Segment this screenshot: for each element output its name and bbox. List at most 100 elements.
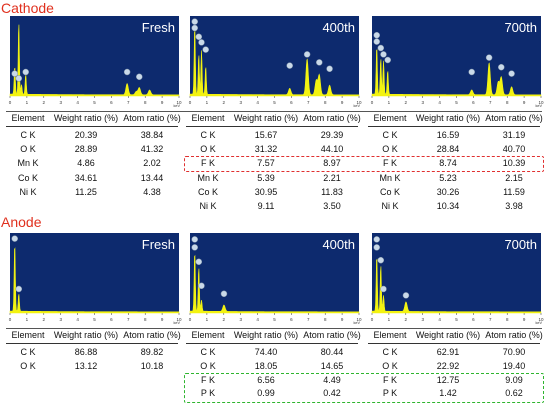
peak-marker — [123, 68, 131, 76]
table-cell-element: O K — [20, 360, 36, 371]
table-rule — [186, 126, 358, 127]
spectrum-label: Fresh — [142, 237, 175, 252]
peak-marker — [220, 290, 228, 298]
table-column-header: Element — [11, 113, 45, 123]
table-cell-value: 2.02 — [143, 158, 161, 169]
peak-marker — [373, 244, 380, 251]
table-cell-value: 18.05 — [254, 360, 278, 371]
table-cell-value: 16.59 — [436, 130, 460, 140]
x-tick-label: 3 — [239, 100, 242, 105]
x-tick-label: 7 — [127, 100, 130, 105]
x-tick-label: 4 — [438, 317, 441, 322]
peak-marker — [191, 24, 198, 32]
table-cell-value: 74.40 — [254, 347, 278, 357]
section-rule — [6, 111, 542, 112]
table-cell-element: Co K — [379, 186, 401, 197]
table-cell-value: 28.89 — [74, 144, 98, 155]
table-cell-element: Ni K — [381, 201, 399, 211]
x-unit-label: keV — [173, 104, 180, 108]
plot-area — [10, 16, 179, 96]
x-tick-label: 1 — [26, 317, 29, 322]
x-tick-label: 1 — [388, 100, 391, 105]
table-cell-element: Mn K — [17, 158, 39, 169]
table-cell-value: 11.83 — [321, 186, 343, 197]
spectrum-label: 400th — [322, 20, 355, 35]
table-rule — [6, 126, 178, 127]
table-cell-element: Co K — [197, 186, 219, 197]
table-cell-value: 4.49 — [323, 374, 341, 385]
x-tick-label: 0 — [9, 317, 12, 322]
x-tick-label: 7 — [489, 100, 492, 105]
spectrum-line — [9, 24, 180, 97]
x-tick-label: 5 — [273, 317, 276, 322]
plot-area — [10, 233, 179, 313]
spectrum-panel: 400th 0 1 2 3 4 5 6 7 8 9 10 keV — [186, 232, 362, 326]
x-tick-label: 5 — [273, 100, 276, 105]
table-cell-value: 3.98 — [505, 201, 523, 211]
table-cell-value: 7.57 — [257, 158, 275, 169]
plot-area — [190, 16, 359, 96]
x-tick-label: 7 — [307, 317, 310, 322]
spectrum-label: Fresh — [142, 20, 175, 35]
spectrum-line — [9, 247, 180, 314]
peak-marker — [198, 39, 205, 46]
x-tick-label: 10 — [538, 317, 544, 322]
table-cell-element: O K — [382, 360, 398, 371]
x-tick-label: 9 — [523, 100, 526, 105]
x-tick-label: 3 — [59, 317, 62, 322]
table-column-header: Weight ratio (%) — [53, 113, 119, 123]
x-tick-label: 0 — [189, 100, 192, 105]
table-cell-value: 5.23 — [439, 172, 457, 183]
table-cell-value: 31.32 — [254, 144, 278, 155]
x-tick-label: 5 — [455, 100, 458, 105]
table-cell-value: 15.67 — [254, 130, 278, 140]
peak-marker — [303, 51, 311, 58]
table-cell-value: 3.50 — [323, 201, 341, 211]
x-tick-label: 3 — [239, 317, 242, 322]
x-tick-label: 1 — [26, 100, 29, 105]
table-column-header: Atom ratio (%) — [123, 330, 181, 340]
table-cell-element: F K — [200, 158, 216, 169]
table-cell-value: 10.18 — [140, 360, 164, 371]
x-tick-label: 0 — [9, 100, 12, 105]
x-tick-label: 2 — [43, 317, 46, 322]
table-cell-element: F K — [382, 374, 398, 385]
x-tick-label: 10 — [356, 100, 362, 105]
peak-marker — [377, 44, 385, 52]
table-rule — [6, 343, 178, 344]
x-tick-label: 4 — [256, 100, 259, 105]
table-cell-element: C K — [200, 347, 216, 357]
spectrum-label: 700th — [504, 20, 537, 35]
x-tick-label: 6 — [472, 317, 475, 322]
x-tick-label: 2 — [223, 317, 226, 322]
table-cell-value: 6.56 — [257, 374, 275, 385]
peak-marker — [384, 56, 391, 64]
x-tick-label: 9 — [341, 317, 344, 322]
peak-marker — [191, 18, 198, 25]
peak-marker — [15, 285, 23, 293]
x-tick-label: 9 — [341, 100, 344, 105]
table-cell-value: 31.19 — [502, 130, 526, 140]
table-cell-value: 11.59 — [503, 186, 525, 197]
table-column-header: Atom ratio (%) — [485, 330, 543, 340]
table-cell-element: F K — [382, 158, 398, 169]
table-cell-element: O K — [200, 144, 216, 155]
x-tick-label: 9 — [161, 100, 164, 105]
peak-marker — [373, 236, 380, 243]
table-cell-element: Co K — [17, 172, 39, 183]
peak-marker — [316, 59, 323, 66]
x-tick-label: 6 — [290, 100, 293, 105]
table-column-header: Weight ratio (%) — [415, 330, 481, 340]
table-cell-element: Ni K — [199, 201, 217, 211]
x-tick-label: 2 — [43, 100, 46, 105]
x-tick-label: 5 — [93, 100, 96, 105]
table-cell-value: 29.39 — [320, 130, 344, 140]
x-tick-label: 10 — [176, 100, 182, 105]
table-column-header: Atom ratio (%) — [303, 113, 361, 123]
x-tick-label: 3 — [59, 100, 62, 105]
peak-marker — [191, 236, 198, 243]
table-cell-element: C K — [382, 130, 398, 140]
